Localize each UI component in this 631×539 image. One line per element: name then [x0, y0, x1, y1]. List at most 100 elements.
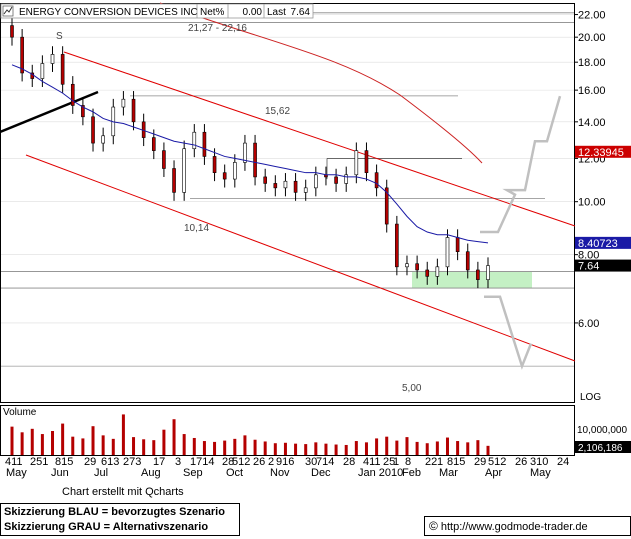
volume-bar: [20, 432, 24, 455]
volume-bar: [273, 443, 277, 455]
volume-bar: [132, 437, 136, 455]
copyright-icon: ©: [429, 519, 438, 533]
x-day-label: 411: [363, 456, 381, 468]
candle-body: [91, 116, 95, 144]
volume-bar: [40, 434, 44, 455]
candle-body: [425, 269, 430, 277]
candle-body: [314, 174, 318, 189]
axis-tick-label: 6.00: [578, 318, 599, 330]
candle-body: [344, 174, 349, 184]
axis-tick-label: 8.00: [578, 250, 599, 262]
volume-bar: [466, 442, 470, 455]
candle-body: [243, 142, 247, 163]
candle-body: [283, 180, 288, 189]
volume-bar: [91, 426, 95, 455]
x-day-label: 22: [425, 456, 437, 468]
candle-body: [60, 54, 65, 85]
price-tag-bg: [575, 236, 631, 249]
price-panel: [0, 3, 575, 403]
volume-bar: [182, 434, 186, 455]
volume-bar: [324, 443, 328, 455]
volume-bar: [354, 441, 358, 455]
candle-body: [374, 172, 379, 189]
x-day-label: 815: [447, 456, 465, 468]
x-day-label: 26: [253, 456, 265, 468]
volume-bar: [172, 419, 176, 455]
volume-bar: [486, 445, 490, 455]
candle-body: [212, 156, 217, 173]
level-500-label: 5,00: [402, 383, 422, 394]
log-scale-label: LOG: [580, 392, 601, 403]
x-day-label: 1: [437, 456, 443, 468]
volume-bar: [162, 429, 166, 455]
header-strip: ENERGY CONVERSION DEVICES INC Net% 0.00 …: [0, 3, 314, 19]
volume-bar: [101, 435, 105, 455]
candle-body: [81, 105, 85, 118]
x-month-label: May: [530, 467, 551, 479]
candle-body: [273, 183, 278, 189]
support-zone: [412, 271, 532, 289]
candle-body: [233, 162, 237, 180]
volume-bar: [385, 436, 389, 455]
volume-bar: [243, 435, 247, 455]
x-day-label: 29: [474, 456, 486, 468]
header-net-value: 0.00: [243, 7, 263, 18]
price-axis: 22.0020.0018.0016.0014.0012.0010.008.006…: [574, 10, 606, 330]
x-day-label: 512: [488, 456, 506, 468]
x-day-label: 30: [305, 456, 317, 468]
x-month-label: Jun: [51, 467, 69, 479]
x-day-label: 28: [343, 456, 355, 468]
x-day-label: 310: [530, 456, 548, 468]
axis-tick-label: 14.00: [578, 117, 606, 129]
x-month-label: Apr: [485, 467, 502, 479]
volume-axis-label: 10,000,000: [577, 425, 627, 436]
volume-bar: [152, 440, 156, 455]
upper-trendline: [63, 51, 576, 227]
source-link[interactable]: © http://www.godmode-trader.de: [424, 516, 631, 536]
source-url[interactable]: http://www.godmode-trader.de: [440, 521, 588, 533]
long-term-average: [159, 2, 483, 164]
axis-tick-label: 20.00: [578, 32, 606, 44]
candle-body: [354, 150, 359, 176]
header-name: ENERGY CONVERSION DEVICES INC: [19, 7, 198, 18]
x-month-label: Sep: [183, 467, 203, 479]
lower-trendline: [25, 154, 576, 362]
candle-body: [435, 266, 440, 277]
moving-average-line: [11, 64, 489, 244]
volume-bar: [304, 444, 308, 455]
volume-bar: [425, 443, 429, 455]
candle-body: [10, 25, 14, 38]
candle-body: [101, 135, 105, 144]
volume-bar: [314, 442, 318, 455]
candle-body: [334, 176, 338, 184]
axis-tick-label: 16.00: [578, 85, 606, 97]
volume-bar: [283, 442, 287, 455]
x-month-label: Oct: [226, 467, 243, 479]
support-trendline: [0, 90, 99, 134]
price-tag-bg: [575, 145, 631, 158]
x-day-label: 25: [383, 456, 395, 468]
candle-body: [486, 265, 490, 280]
x-day-label: 2: [268, 456, 274, 468]
volume-bar: [223, 440, 227, 455]
x-day-label: 1: [393, 456, 399, 468]
volume-bar: [71, 436, 75, 455]
volume-bar: [344, 444, 348, 455]
x-day-label: 815: [55, 456, 73, 468]
volume-bar: [435, 441, 439, 455]
x-day-label: 273: [123, 456, 141, 468]
x-month-label: Nov: [270, 467, 290, 479]
volume-bar: [456, 441, 460, 455]
candle-body: [121, 98, 126, 108]
header-last-value: 7.64: [291, 7, 311, 18]
volume-bar: [405, 437, 409, 455]
candle-body: [384, 187, 389, 225]
header-last-label: Last: [267, 7, 286, 18]
candle-body: [131, 98, 136, 123]
scenario-sketch: [480, 95, 562, 370]
volume-bar: [10, 426, 14, 455]
volume-bar: [51, 431, 55, 455]
axis-tick-label: 10.00: [578, 197, 606, 209]
